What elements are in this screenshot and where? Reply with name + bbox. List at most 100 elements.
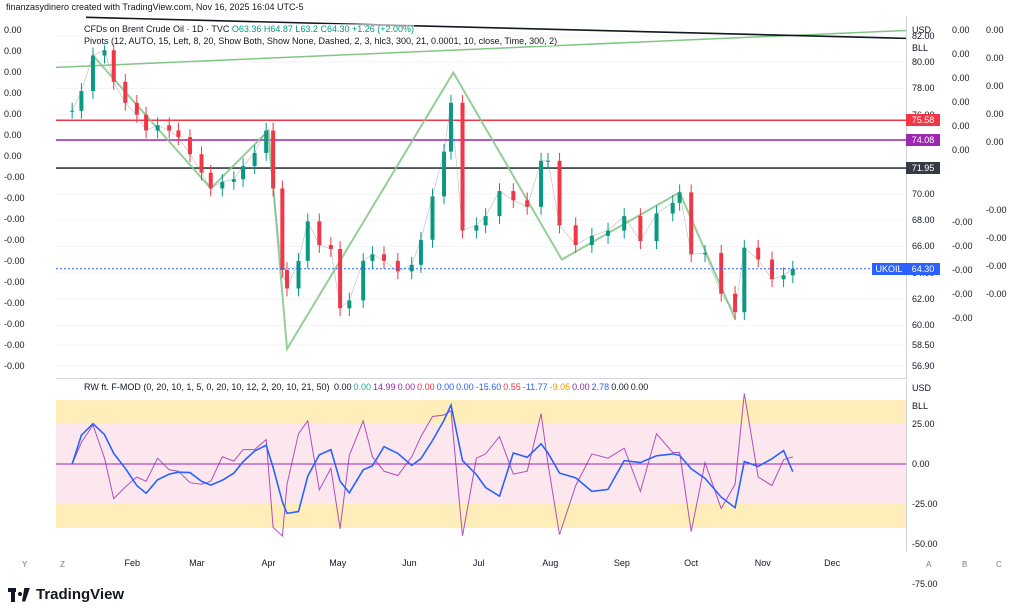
oscillator-scale[interactable]: USD BLL 25.00 0.00 -25.00 -50.00 -75.00 [906, 380, 948, 589]
osc-fast-line[interactable] [71, 393, 793, 538]
extra-scale-tick: 0.00 [952, 97, 970, 107]
candle-body [573, 225, 578, 246]
candle-body [589, 235, 594, 246]
price-candles[interactable] [70, 42, 795, 321]
price-tick: 62.00 [912, 294, 935, 305]
falling-trendline[interactable] [85, 16, 906, 40]
price-pane[interactable]: CFDs on Brent Crude Oil · 1D · TVC O63.3… [56, 16, 907, 379]
extra-scale-tick: 0.00 [952, 25, 970, 35]
candle-body [654, 213, 659, 242]
symbol-name[interactable]: CFDs on Brent Crude Oil · 1D · TVC [84, 24, 230, 34]
oscillator-name[interactable]: RW ft. F-MOD (0, 20, 10, 1, 5, 0, 20, 10… [84, 382, 330, 392]
symbol-legend[interactable]: CFDs on Brent Crude Oil · 1D · TVC O63.3… [84, 24, 415, 34]
osc-legend-value: -15.60 [475, 382, 502, 392]
rising-trendline[interactable] [56, 29, 906, 69]
candle-body [347, 300, 352, 309]
candle-body [70, 110, 75, 112]
osc-legend-value: 0.00 [417, 382, 435, 392]
price-tick: 78.00 [912, 83, 935, 94]
extra-scale-tick: -0.00 [952, 217, 973, 227]
osc-legend-value: -11.77 [522, 382, 548, 392]
left-scale-tick: -0.00 [4, 361, 25, 371]
osc-legend-value: 0.00 [572, 382, 590, 392]
time-axis[interactable]: Feb Mar Apr May Jun Jul Aug Sep Oct Nov Dec [56, 558, 906, 574]
extra-scale-tick: 0.00 [986, 81, 1004, 91]
candle-body [790, 268, 795, 276]
extra-scale-tick: 0.00 [952, 49, 970, 59]
left-scale-tick: 0.00 [4, 151, 22, 161]
chart-credit: finanzasydinero created with TradingView… [6, 2, 304, 12]
candle-body [638, 216, 643, 242]
last-price-badge[interactable]: 64.30 [906, 262, 940, 275]
time-axis-label: Apr [261, 558, 276, 568]
left-scale-tick: -0.00 [4, 214, 25, 224]
close-line [71, 49, 793, 313]
level-badge[interactable]: 71.95 [906, 162, 940, 175]
candle-body [677, 192, 682, 203]
candle-body [264, 130, 269, 153]
price-scale[interactable]: USD BLL 82.0080.0078.0076.0074.0072.0070… [906, 16, 948, 378]
price-gridlines [56, 35, 906, 367]
extra-scale-tick: 0.00 [986, 137, 1004, 147]
oscillator-chart[interactable] [56, 380, 906, 552]
extra-scale-tick: -0.00 [986, 289, 1007, 299]
left-scale-tick: -0.00 [4, 172, 25, 182]
time-axis-label: Jun [402, 558, 417, 568]
candle-body [361, 260, 366, 301]
candle-body [241, 166, 246, 180]
level-badge[interactable]: 74.08 [906, 134, 940, 146]
left-scale-tick: -0.00 [4, 193, 25, 203]
pivots-legend[interactable]: Pivots (12, AUTO, 15, Left, 8, 20, Show … [84, 36, 558, 46]
extra-scale-tick: -0.00 [952, 241, 973, 251]
extra-scale-tick: 0.00 [952, 73, 970, 83]
oscillator-pane[interactable]: RW ft. F-MOD (0, 20, 10, 1, 5, 0, 20, 10… [56, 380, 907, 552]
osc-legend-value: 0.00 [436, 382, 455, 392]
corner-label-c: C [996, 560, 1002, 569]
tradingview-logo[interactable]: TradingView [8, 586, 124, 603]
candle-body [338, 248, 343, 309]
candle-body [483, 216, 488, 226]
extra-scale-tick: -0.00 [952, 289, 973, 299]
oscillator-legend[interactable]: RW ft. F-MOD (0, 20, 10, 1, 5, 0, 20, 10… [84, 382, 650, 392]
time-axis-label: Mar [189, 558, 205, 568]
candle-body [511, 191, 516, 201]
candle-body [448, 102, 453, 152]
candle-body [370, 254, 375, 261]
candle-body [742, 247, 747, 313]
left-scale-tick: 0.00 [4, 25, 22, 35]
osc-legend-value: 2.78 [591, 382, 610, 392]
left-scale-tick: 0.00 [4, 46, 22, 56]
symbol-badge[interactable]: UKOIL [872, 262, 906, 275]
candle-body [176, 130, 181, 138]
candle-body [557, 160, 562, 226]
osc-tick: -75.00 [912, 579, 938, 589]
level-badge[interactable]: 75.58 [906, 114, 940, 127]
candle-body [305, 221, 310, 261]
time-axis-label: Sep [613, 558, 630, 568]
osc-scale-unit: BLL [912, 401, 929, 411]
price-tick: 56.90 [912, 361, 935, 372]
left-scale-tick: 0.00 [4, 109, 22, 119]
candle-body [539, 160, 544, 207]
price-chart[interactable] [56, 16, 906, 378]
left-scale-tick: -0.00 [4, 340, 25, 350]
candle-body [418, 239, 423, 265]
extra-scale-tick: -0.00 [952, 313, 973, 323]
candle-body [79, 91, 84, 111]
extra-scales: 0.00 0.00 0.00 0.00 0.00 0.00 -0.00 -0.00 -0.00 -… [948, 16, 1024, 552]
extra-scale-tick: 0.00 [986, 109, 1004, 119]
osc-scale-currency: USD [912, 383, 932, 393]
left-scale-tick: 0.00 [4, 88, 22, 98]
osc-legend-value: 0.00 [611, 382, 629, 392]
oversold-zone [56, 504, 906, 528]
extra-scale-tick: 0.00 [952, 121, 970, 131]
time-axis-label: Feb [124, 558, 140, 568]
candle-body [525, 200, 530, 207]
osc-signal-line[interactable] [71, 402, 794, 515]
zigzag-line[interactable] [92, 54, 737, 353]
candle-body [220, 181, 225, 189]
candle-body [167, 125, 172, 131]
ohlc-values: O63.36 H64.87 L63.2 C64.30 +1.26 (+2.00%… [231, 24, 415, 34]
candle-body [606, 230, 611, 236]
time-axis-label: Jul [472, 558, 485, 568]
